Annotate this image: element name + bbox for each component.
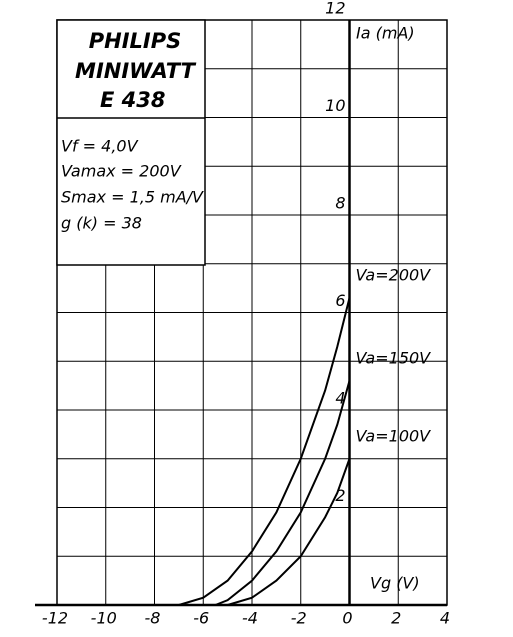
x-tick-label: -6 (193, 609, 209, 628)
x-tick-label: -4 (242, 609, 258, 628)
y-tick-label: 10 (325, 96, 345, 115)
param: Smax = 1,5 mA/V (61, 188, 204, 207)
curve-label: Va=150V (356, 348, 432, 367)
curve (227, 458, 351, 606)
y-tick-label: 12 (325, 0, 345, 18)
x-tick-label: 0 (342, 609, 352, 628)
param: g (k) = 38 (61, 214, 142, 233)
brand: MINIWATT (75, 59, 197, 83)
curve (215, 380, 351, 606)
y-tick-label: 2 (335, 486, 345, 505)
tube-type: E 438 (100, 88, 166, 112)
param: Vamax = 200V (61, 162, 182, 181)
y-tick-label: 4 (335, 389, 345, 408)
y-tick-label: 6 (335, 291, 345, 310)
x-tick-label: -12 (42, 609, 68, 628)
info-box (56, 19, 206, 266)
curve-label: Va=100V (356, 426, 432, 445)
brand: PHILIPS (89, 29, 182, 53)
curve (178, 297, 351, 606)
x-tick-label: 2 (391, 609, 401, 628)
curve-label: Va=200V (356, 265, 432, 284)
x-tick-label: -2 (291, 609, 307, 628)
y-axis-label: Ia (mA) (356, 24, 415, 43)
param: Vf = 4,0V (61, 137, 139, 156)
x-tick-label: 4 (440, 609, 450, 628)
y-tick-label: 8 (335, 194, 345, 213)
x-axis-label: Vg (V) (370, 574, 420, 593)
x-tick-label: -10 (91, 609, 117, 628)
x-tick-label: -8 (145, 609, 161, 628)
